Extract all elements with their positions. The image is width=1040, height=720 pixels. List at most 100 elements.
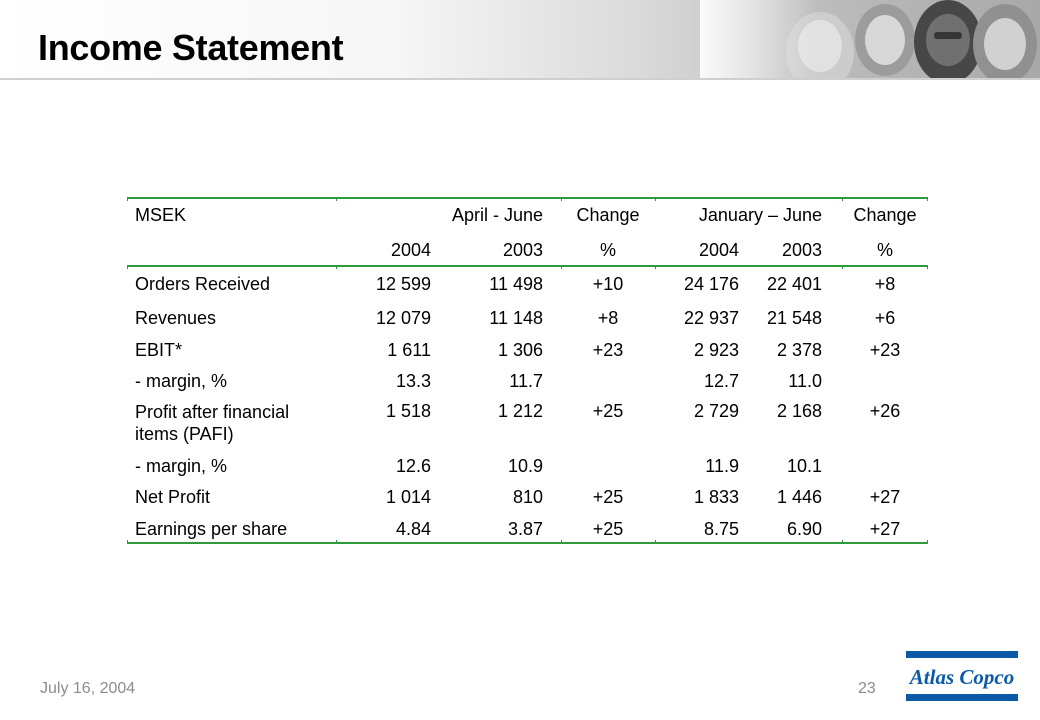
header-cell: January – June bbox=[698, 204, 822, 225]
cell-h2003: 6.90 bbox=[786, 518, 822, 539]
cell-q2004: 4.84 bbox=[395, 518, 431, 539]
cell-h-change: +23 bbox=[869, 339, 901, 360]
table-row: Net Profit 1 014 810 +25 1 833 1 446 +27 bbox=[127, 481, 928, 513]
table-row: Earnings per share 4.84 3.87 +25 8.75 6.… bbox=[127, 513, 928, 545]
cell-q-change: +25 bbox=[592, 401, 624, 421]
cell-q2003: 11 148 bbox=[489, 307, 543, 328]
cell-q-change: +10 bbox=[592, 274, 624, 294]
cell-q-change: +25 bbox=[592, 486, 624, 507]
row-label: - margin, % bbox=[135, 371, 228, 391]
cell-h2004: 2 923 bbox=[693, 339, 739, 360]
cell-h2003: 22 401 bbox=[766, 274, 822, 294]
table-row: Profit after financial items (PAFI) 1 51… bbox=[127, 397, 928, 451]
header-row-2: 2004 2003 % 2004 2003 % bbox=[127, 233, 928, 267]
table-tick bbox=[927, 265, 928, 269]
page-number: 23 bbox=[858, 680, 876, 697]
cell-q2003: 11.7 bbox=[509, 371, 543, 391]
header-cell bbox=[336, 197, 449, 233]
header-row-1: MSEK April - June Change January – June … bbox=[127, 197, 928, 233]
row-label: EBIT* bbox=[135, 339, 183, 360]
cell-q2004: 13.3 bbox=[395, 371, 431, 391]
header-cell: % bbox=[599, 239, 616, 260]
cell-h-change bbox=[842, 366, 928, 397]
table-tick bbox=[655, 197, 656, 201]
table-tick bbox=[927, 540, 928, 544]
cell-h-change: +8 bbox=[874, 274, 896, 294]
cell-h2004: 2 729 bbox=[693, 401, 739, 421]
cell-q2003: 1 306 bbox=[497, 339, 543, 360]
table-tick bbox=[336, 197, 337, 201]
row-label: - margin, % bbox=[135, 455, 228, 476]
cell-h2003: 2 168 bbox=[776, 401, 822, 421]
table-row: - margin, % 13.3 11.7 12.7 11.0 bbox=[127, 366, 928, 397]
slide-title: Income Statement bbox=[38, 27, 344, 68]
cell-q-change bbox=[561, 451, 655, 481]
cell-q2004: 12.6 bbox=[395, 455, 431, 476]
table-tick bbox=[336, 265, 337, 269]
cell-q-change: +23 bbox=[592, 339, 624, 360]
cell-h-change: +27 bbox=[869, 518, 901, 539]
cell-q2003: 3.87 bbox=[507, 518, 543, 539]
cell-h2003: 10.1 bbox=[786, 455, 822, 476]
cell-h2003: 11.0 bbox=[788, 371, 822, 391]
cell-q-change: +8 bbox=[597, 307, 619, 328]
cell-q2003: 810 bbox=[512, 486, 543, 507]
table-tick bbox=[127, 197, 128, 201]
table-row: EBIT* 1 611 1 306 +23 2 923 2 378 +23 bbox=[127, 334, 928, 366]
table-tick bbox=[561, 197, 562, 201]
row-label: Profit after financial items (PAFI) bbox=[135, 402, 290, 444]
table-tick bbox=[842, 540, 843, 544]
cell-q2004: 1 518 bbox=[385, 401, 431, 421]
table-bottom-rule bbox=[127, 542, 928, 544]
table-header-rule bbox=[127, 265, 928, 267]
table-tick bbox=[655, 265, 656, 269]
cell-q-change bbox=[561, 366, 655, 397]
cell-q2003: 1 212 bbox=[497, 401, 543, 421]
table-tick bbox=[842, 265, 843, 269]
cell-h-change: +26 bbox=[869, 401, 901, 421]
people-photo-banner bbox=[700, 0, 1040, 78]
row-label: Earnings per share bbox=[135, 518, 288, 539]
table-row: Orders Received 12 599 11 498 +10 24 176… bbox=[127, 267, 928, 302]
table-tick bbox=[842, 197, 843, 201]
table-tick bbox=[927, 197, 928, 201]
financial-table: MSEK April - June Change January – June … bbox=[127, 197, 928, 545]
cell-q-change: +25 bbox=[592, 518, 624, 539]
cell-h-change: +27 bbox=[869, 486, 901, 507]
cell-q2004: 12 079 bbox=[375, 307, 431, 328]
cell-h2003: 21 548 bbox=[766, 307, 822, 328]
cell-q2003: 11 498 bbox=[489, 274, 543, 294]
table-top-rule bbox=[127, 197, 928, 199]
cell-h2004: 8.75 bbox=[703, 518, 739, 539]
cell-h2003: 1 446 bbox=[776, 486, 822, 507]
header-cell: 2003 bbox=[781, 239, 822, 260]
table-tick bbox=[655, 540, 656, 544]
table-tick bbox=[127, 265, 128, 269]
table-tick bbox=[127, 540, 128, 544]
row-label: Net Profit bbox=[135, 486, 211, 507]
header-cell: MSEK bbox=[135, 204, 187, 225]
cell-q2004: 1 014 bbox=[385, 486, 431, 507]
table-tick bbox=[561, 540, 562, 544]
header-cell: 2004 bbox=[390, 239, 431, 260]
header-cell: April - June bbox=[451, 204, 543, 225]
cell-h2003: 2 378 bbox=[776, 339, 822, 360]
row-label: Orders Received bbox=[135, 274, 271, 294]
cell-h2004: 12.7 bbox=[703, 371, 739, 391]
cell-h-change: +6 bbox=[874, 307, 896, 328]
cell-q2004: 12 599 bbox=[375, 274, 431, 294]
header-cell: 2003 bbox=[502, 239, 543, 260]
table-row: - margin, % 12.6 10.9 11.9 10.1 bbox=[127, 451, 928, 481]
table-row: Revenues 12 079 11 148 +8 22 937 21 548 … bbox=[127, 302, 928, 334]
title-banner: Income Statement bbox=[0, 0, 1040, 80]
svg-text:Atlas Copco: Atlas Copco bbox=[908, 665, 1014, 689]
cell-h2004: 11.9 bbox=[705, 455, 739, 476]
table-tick bbox=[336, 540, 337, 544]
footer-date: July 16, 2004 bbox=[40, 680, 136, 697]
cell-h2004: 24 176 bbox=[683, 274, 739, 294]
cell-h-change bbox=[842, 451, 928, 481]
table-tick bbox=[561, 265, 562, 269]
cell-h2004: 22 937 bbox=[683, 307, 739, 328]
header-cell: Change bbox=[576, 204, 640, 225]
